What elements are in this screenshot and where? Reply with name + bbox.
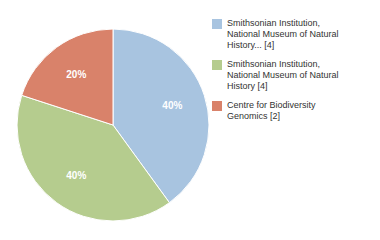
svg-text:40%: 40% — [162, 100, 182, 111]
html-text:Centre for Biodiversity Genomi: Centre for Biodiversity Genomics [2] — [227, 100, 316, 121]
html-text:Smithsonian Institution, Natio: Smithsonian Institution, National Museum… — [227, 18, 339, 50]
svg-text:40%: 40% — [66, 170, 86, 181]
html-text:Smithsonian Institution, Natio: Smithsonian Institution, National Museum… — [227, 59, 339, 91]
svg-text:20%: 20% — [66, 69, 86, 80]
